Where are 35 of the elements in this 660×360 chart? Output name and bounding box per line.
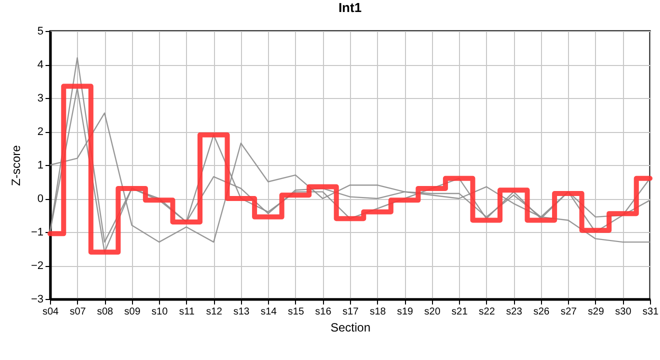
x-tick-label: s18 (370, 306, 386, 318)
x-tick-label: s27 (560, 306, 578, 318)
x-tick-label: s20 (424, 306, 441, 318)
x-tick-label: s14 (260, 306, 278, 318)
x-tick-label: s04 (42, 306, 59, 318)
x-tick-label: s26 (533, 306, 550, 318)
y-axis-title: Z-score (8, 144, 23, 186)
y-tick-label: 5 (37, 26, 44, 38)
y-tick-label: 1 (37, 160, 44, 172)
x-tick-label: s19 (396, 306, 414, 318)
x-tick-label: s23 (506, 306, 523, 318)
x-tick-label: s21 (452, 306, 468, 318)
x-tick-label: s07 (70, 306, 86, 318)
y-tick-label: −1 (30, 226, 44, 238)
x-tick-label: s11 (179, 306, 195, 318)
x-tick-label: s15 (288, 306, 304, 318)
x-tick-label: s16 (315, 306, 332, 318)
x-tick-label: s08 (96, 306, 114, 318)
x-tick-label: s31 (642, 306, 659, 318)
y-tick-label: 4 (37, 59, 44, 71)
chart-title: Int1 (338, 0, 362, 15)
x-tick-label: s17 (342, 306, 359, 318)
y-tick-label: 2 (37, 126, 44, 138)
y-tick-label: 3 (37, 92, 44, 104)
y-tick-label: −3 (30, 294, 44, 306)
x-tick-label: s13 (233, 306, 250, 318)
x-tick-label: s10 (152, 306, 168, 318)
x-tick-label: s29 (588, 306, 604, 318)
y-tick-label: −2 (30, 260, 44, 272)
x-tick-label: s22 (478, 306, 496, 318)
y-tick-label: 0 (37, 193, 44, 205)
x-tick-label: s30 (615, 306, 632, 318)
x-tick-label: s12 (206, 306, 223, 318)
x-tick-label: s09 (124, 306, 141, 318)
x-axis-title: Section (330, 320, 371, 334)
